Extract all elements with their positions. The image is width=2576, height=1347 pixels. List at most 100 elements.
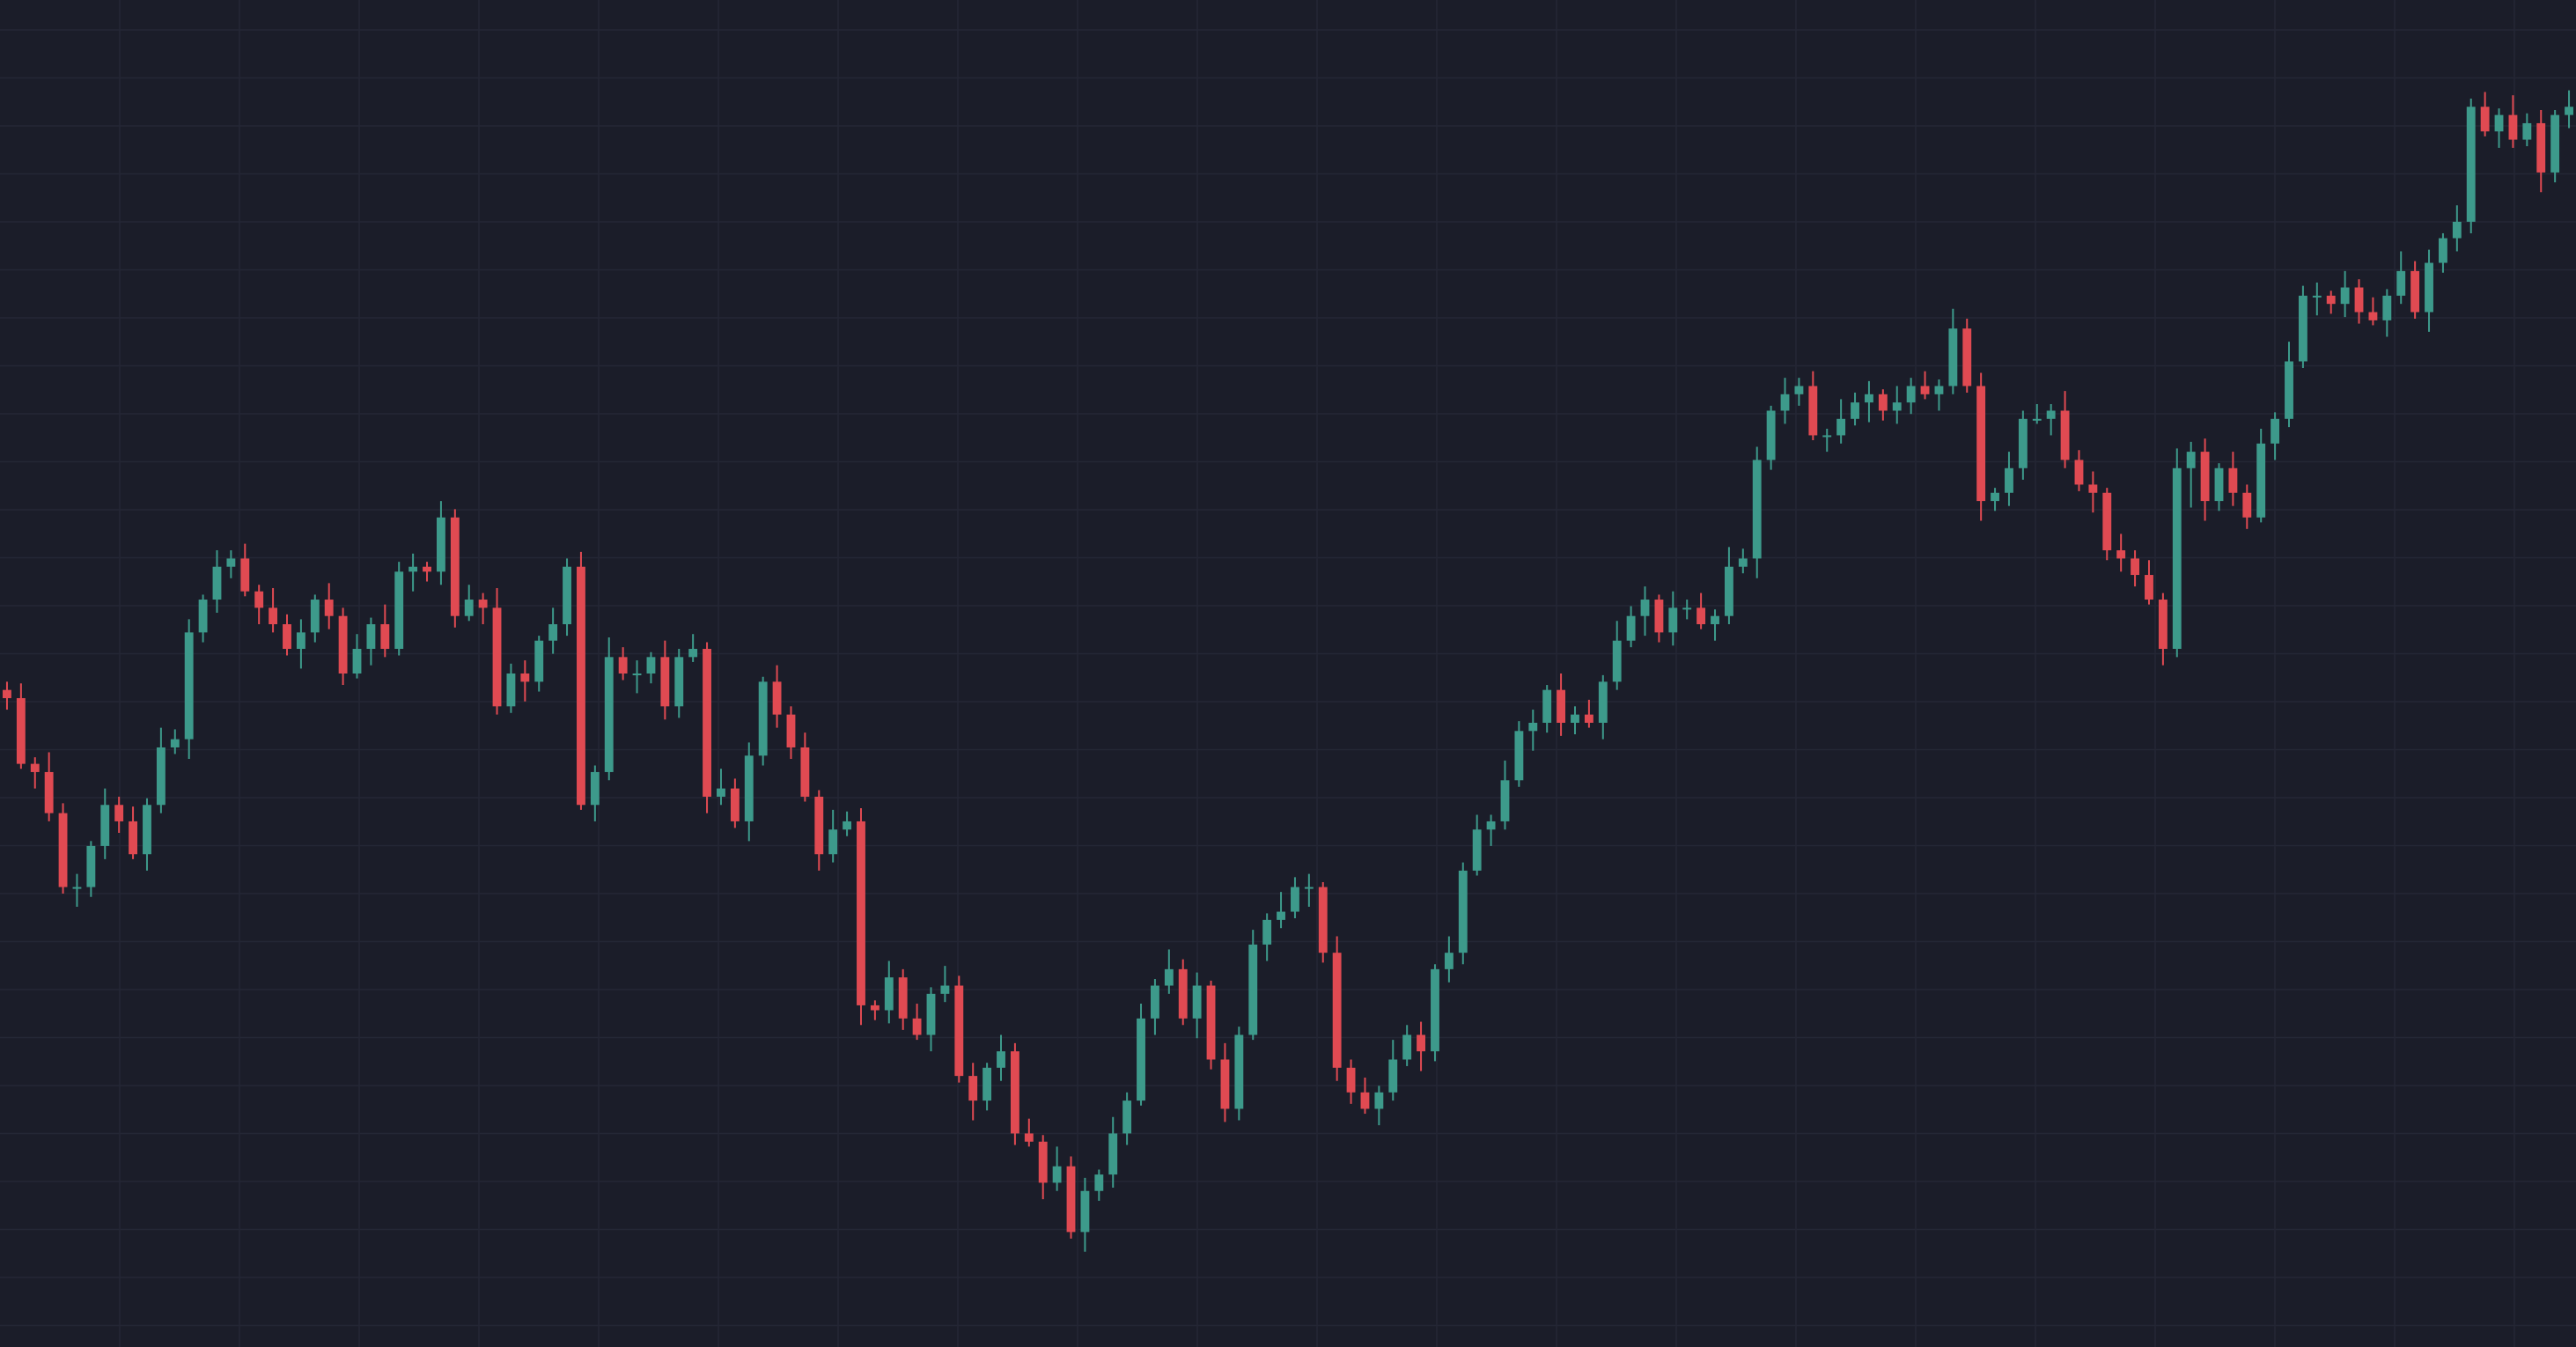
candle-body [366,624,376,650]
candle-body [1122,1100,1132,1134]
candle-body [1388,1059,1398,1093]
candle-body [898,977,908,1019]
candle-body [450,517,460,616]
candle-body [688,649,698,658]
candle-body [2228,467,2238,493]
candle-body [1542,689,1552,723]
candle-body [1822,435,1832,438]
candle-body [2005,467,2013,493]
candle-body [926,993,936,1035]
candle-body [394,571,404,650]
candle-body [1514,731,1524,781]
candle-body [1192,985,1202,1019]
candle-body [240,558,250,592]
candle-body [577,566,585,806]
candle-body [674,657,684,707]
candle-body [1444,953,1454,969]
candle-body [814,796,824,855]
candle-body [2088,484,2098,493]
candle-body [2466,107,2476,222]
candle-body [2242,492,2252,518]
candle-body [1291,887,1299,912]
candle-body [772,681,782,715]
candle-body [2298,295,2307,362]
candle-body [2018,418,2028,468]
candle-body [2186,452,2196,468]
candle-body [857,821,865,1005]
candle-body [1865,394,1873,403]
candle-body [1150,985,1159,1019]
candle-body [506,674,516,707]
candle-body [843,821,852,830]
candle-body [590,771,600,806]
candle-body [1640,600,1650,616]
candle-body [703,649,711,797]
candle-body [646,657,656,674]
candle-body [198,600,208,633]
candle-body [72,887,82,889]
candle-body [1304,887,1314,889]
candle-body [269,607,278,625]
candle-body [464,600,474,616]
candle-body [44,771,54,813]
candle-body [1500,780,1510,821]
candle-body [436,517,445,572]
candle-body [408,566,418,572]
candle-body [1262,919,1272,945]
candle-body [1038,1141,1048,1183]
candle-body [1318,887,1328,953]
candle-body [884,977,894,1011]
candles [3,90,2573,1252]
candle-body [100,805,110,846]
candle-body [940,985,950,994]
candle-body [212,566,222,600]
candle-body [563,566,571,625]
candle-body [352,649,362,674]
candle-body [1738,558,1748,567]
candle-body [828,829,838,855]
candle-body [520,674,530,682]
candle-body [1052,1166,1062,1183]
candle-body [618,657,628,674]
candle-body [2256,443,2266,518]
candle-body [283,624,291,650]
candle-body [1626,615,1636,641]
candle-body [1220,1059,1230,1109]
candle-body [1780,394,1790,411]
candle-body [2340,287,2350,305]
candle-body [2060,410,2070,460]
candle-body [2214,467,2224,502]
candle-body [478,600,488,608]
candle-body [912,1018,922,1035]
candle-body [1836,418,1846,436]
candle-body [1766,410,1776,460]
candle-body [1164,968,1174,986]
candle-body [2285,361,2293,419]
candle-body [1234,1034,1244,1109]
candle-body [1892,402,1902,411]
candle-body [2131,558,2140,576]
candle-body [1108,1133,1118,1175]
candle-body [2396,270,2406,296]
candle-body [1528,722,1538,732]
candle-body [2102,492,2112,551]
candle-body [1851,402,1859,419]
candle-body [2200,452,2210,502]
candle-body [3,689,11,698]
candle-body [1332,953,1342,1068]
candle-body [968,1076,978,1101]
candle-body [758,681,768,756]
candle-body [254,591,264,608]
candle-body [2116,550,2126,559]
candle-body [997,1051,1005,1068]
candle-body [660,657,670,707]
candle-body [1906,386,1916,403]
candle-body [170,739,180,747]
candle-body [2312,295,2322,298]
candle-body [2565,107,2573,115]
candle-body [1178,968,1188,1019]
candle-body [1794,386,1804,394]
